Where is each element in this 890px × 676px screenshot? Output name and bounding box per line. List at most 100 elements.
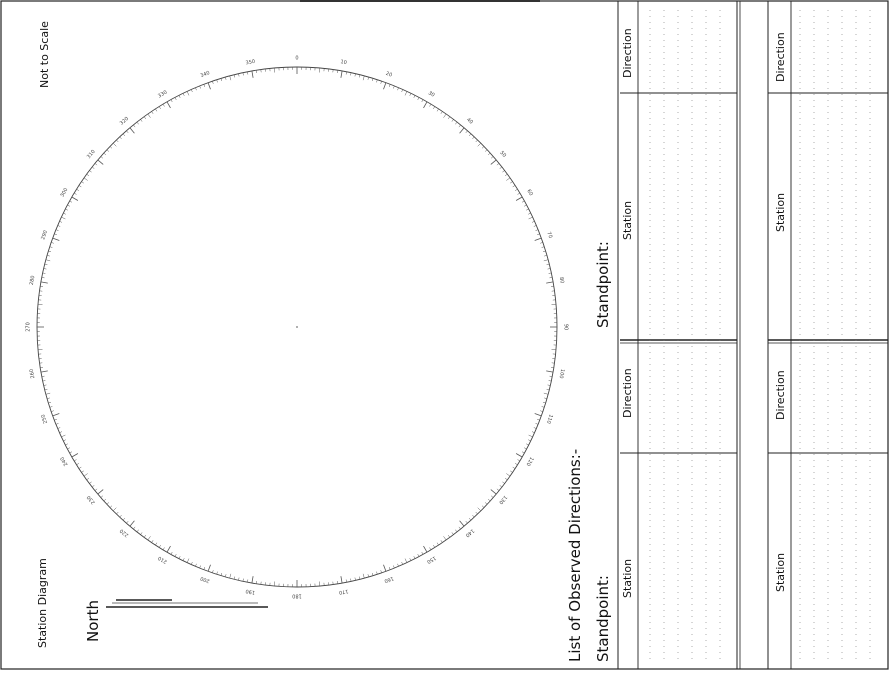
dial-tick	[513, 185, 515, 187]
dial-tick	[544, 260, 548, 261]
dial-tick	[398, 564, 399, 567]
dial-tick	[544, 393, 548, 394]
observed-directions-tables	[618, 1, 888, 669]
standpoint-label-b: Standpoint:	[594, 241, 612, 328]
dial-tick	[141, 119, 143, 121]
dial-tick	[167, 546, 171, 552]
dial-tick	[107, 502, 109, 504]
dial-tick	[437, 543, 439, 545]
dial-tick	[536, 230, 539, 231]
dial-tick	[536, 423, 539, 424]
dial-tick	[513, 467, 515, 469]
dial-tick	[113, 143, 116, 146]
dial-tick	[444, 536, 447, 540]
dial-tick	[63, 440, 66, 441]
dial-tick	[40, 367, 43, 368]
dial-tick	[123, 518, 125, 520]
dial-tick	[422, 100, 423, 102]
dial-tick	[351, 579, 352, 582]
dial-tick	[424, 546, 428, 552]
dial-tick	[70, 452, 72, 453]
dial-tick	[159, 545, 161, 547]
dial-degree-label: 160	[383, 575, 394, 584]
not-to-scale-label: Not to Scale	[38, 21, 51, 88]
dial-tick	[152, 540, 154, 542]
dial-tick	[163, 104, 164, 106]
dial-tick	[243, 579, 244, 582]
dial-tick	[53, 238, 60, 240]
dial-tick	[510, 471, 512, 473]
dial-tick	[543, 402, 546, 403]
dial-tick	[389, 84, 390, 87]
col-station-b-upper: Station	[774, 193, 787, 232]
dial-tick	[155, 543, 157, 545]
dial-tick	[53, 414, 60, 416]
dial-tick	[405, 559, 407, 563]
dial-tick	[82, 471, 84, 473]
dial-degree-label: 120	[525, 456, 535, 467]
dial-tick	[534, 225, 537, 226]
dial-tick	[452, 532, 454, 534]
dial-tick	[448, 117, 450, 119]
dial-tick	[51, 411, 54, 412]
dial-tick	[466, 131, 468, 133]
dial-tick	[444, 114, 447, 118]
dial-tick	[459, 125, 461, 127]
dial-tick	[239, 578, 240, 581]
dial-tick	[54, 234, 57, 235]
dial-tick	[61, 217, 65, 219]
dial-tick	[87, 174, 89, 176]
dial-degree-label: 310	[86, 149, 97, 160]
dial-tick	[152, 112, 154, 114]
dial-tick	[84, 474, 88, 477]
dial-tick	[183, 558, 184, 561]
dial-tick	[381, 570, 382, 573]
dial-tick	[433, 545, 435, 547]
dial-tick	[535, 414, 542, 416]
dial-tick	[414, 556, 415, 559]
dial-tick	[422, 552, 423, 554]
dial-tick	[77, 463, 79, 465]
dial-tick	[363, 574, 364, 578]
dial-tick	[488, 499, 490, 501]
station-diagram-dial: 0102030405060708090100110120130140150160…	[26, 56, 569, 599]
dial-tick	[502, 482, 504, 484]
dial-tick	[368, 574, 369, 577]
dial-tick	[42, 376, 45, 377]
dial-tick	[372, 78, 373, 81]
dial-tick	[65, 444, 68, 445]
dial-tick	[82, 182, 84, 184]
dial-tick	[405, 91, 407, 95]
dial-tick	[195, 564, 196, 567]
dial-tick	[337, 70, 338, 73]
dial-tick	[155, 109, 157, 111]
dial-tick	[355, 74, 356, 77]
dial-tick	[510, 182, 512, 184]
dial-tick	[515, 189, 517, 191]
dial-tick	[208, 565, 210, 572]
dial-tick	[54, 419, 57, 420]
dial-tick	[548, 385, 551, 386]
dial-tick	[472, 515, 474, 517]
dial-tick	[410, 558, 411, 561]
dial-tick	[56, 423, 59, 424]
dial-tick	[528, 440, 531, 441]
col-direction-a-lower: Direction	[621, 368, 634, 418]
dial-tick	[418, 97, 419, 100]
dial-tick	[529, 435, 533, 437]
dial-tick	[60, 221, 63, 222]
col-station-a-lower: Station	[621, 559, 634, 598]
dial-degree-label: 70	[545, 231, 553, 239]
dial-tick	[437, 109, 439, 111]
dial-tick	[191, 90, 192, 93]
dial-tick	[56, 230, 59, 231]
dial-tick	[48, 402, 51, 403]
dial-tick	[163, 548, 164, 550]
dial-tick	[126, 521, 128, 523]
dial-degree-label: 50	[498, 150, 507, 159]
dial-tick	[381, 81, 382, 84]
dial-tick	[51, 242, 54, 243]
dial-degree-label: 220	[119, 527, 130, 538]
dial-degree-label: 210	[157, 555, 168, 565]
